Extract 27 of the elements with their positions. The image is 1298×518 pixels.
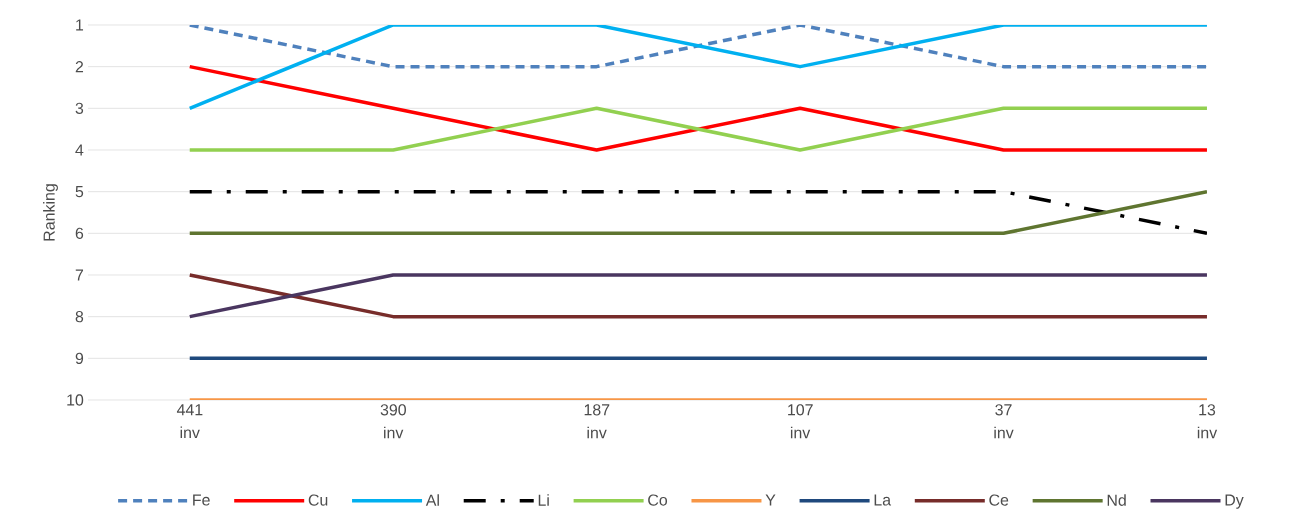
y-tick-label: 5 — [75, 186, 84, 198]
x-tick-label: 13 inv — [1197, 404, 1218, 439]
y-tick-label: 8 — [75, 311, 84, 323]
x-tick-label: 441 inv — [176, 404, 203, 439]
y-tick-label: 9 — [75, 352, 84, 364]
legend-label: Cu — [308, 494, 328, 506]
legend-label: Ce — [989, 494, 1009, 506]
x-tick-label: 390 inv — [380, 404, 406, 439]
x-tick-label: 107 inv — [788, 404, 813, 439]
legend-label: Y — [765, 494, 776, 506]
legend-label: Fe — [193, 494, 210, 506]
y-tick-label: 10 — [67, 394, 84, 406]
y-tick-label: 3 — [75, 102, 84, 114]
legend-label: Nd — [1107, 494, 1126, 506]
y-tick-label: 2 — [75, 61, 84, 73]
y-tick-label: 6 — [75, 227, 84, 239]
x-tick-label: 187 inv — [584, 404, 610, 439]
x-tick-label: 37 inv — [994, 404, 1014, 439]
y-tick-label: 1 — [76, 19, 84, 31]
legend-label: Dy — [1225, 494, 1244, 509]
y-axis-title: Ranking — [43, 184, 58, 241]
legend-label: Li — [538, 494, 549, 506]
legend-label: Al — [425, 494, 439, 506]
legend-label: La — [874, 494, 892, 506]
y-tick-label: 4 — [75, 144, 84, 156]
legend-label: Co — [648, 494, 668, 506]
y-tick-label: 7 — [75, 269, 84, 281]
